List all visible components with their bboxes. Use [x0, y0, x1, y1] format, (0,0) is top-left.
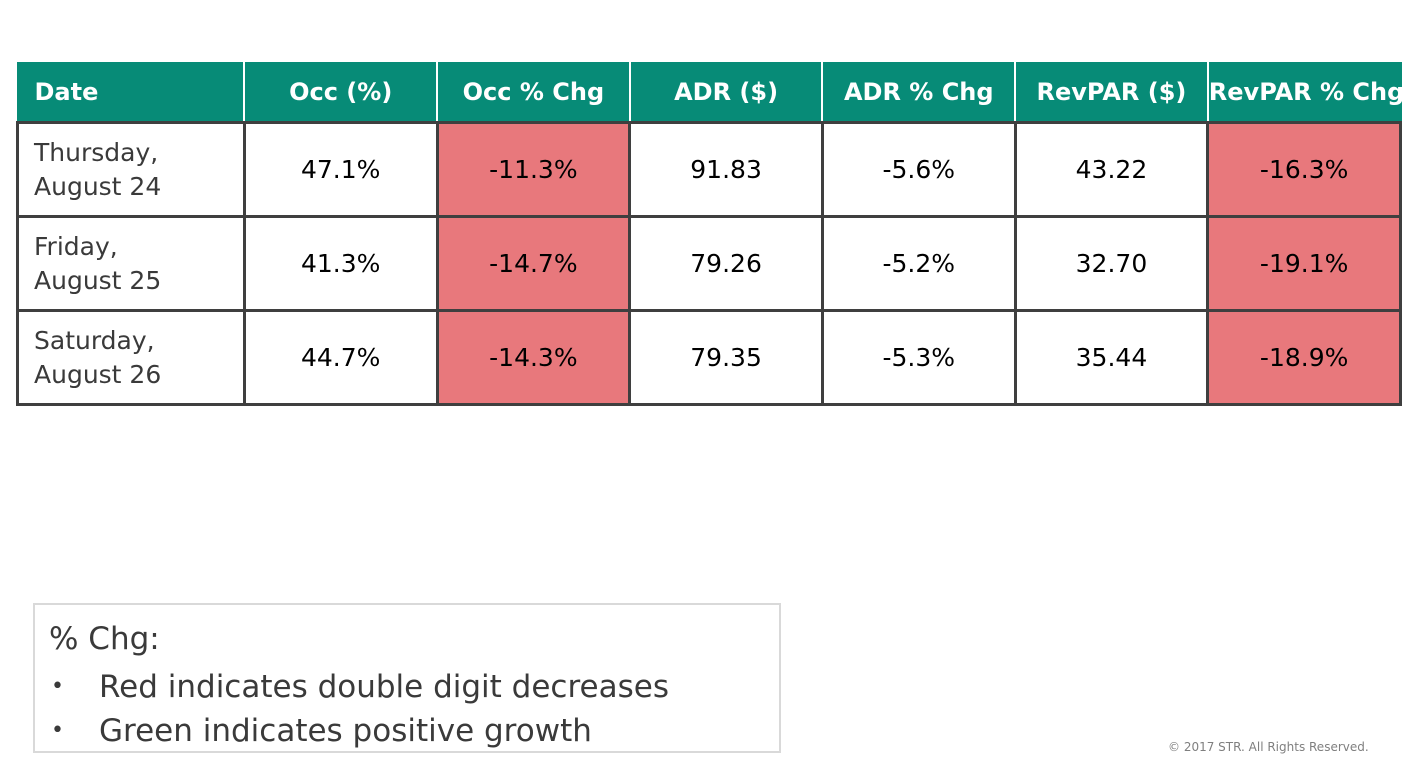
revpar-cell: 43.22 — [1013, 121, 1210, 218]
revpar-chg-cell: -18.9% — [1206, 309, 1402, 406]
weekday-text: Thursday, — [34, 137, 159, 167]
date-text: August 26 — [34, 359, 162, 389]
bullet-icon: • — [51, 674, 64, 699]
weekday-text: Friday, — [34, 231, 118, 261]
copyright-notice: © 2017 STR. All Rights Reserved. — [1168, 740, 1369, 754]
column-header-revpar-chg: RevPAR % Chg — [1206, 62, 1404, 123]
date-cell: Thursday, August 24 — [16, 121, 246, 218]
date-cell: Friday, August 25 — [16, 215, 246, 312]
date-text: August 25 — [34, 265, 162, 295]
legend-item: • Green indicates positive growth — [49, 709, 779, 753]
legend-item-text: Green indicates positive growth — [99, 713, 592, 749]
revpar-chg-cell: -16.3% — [1206, 121, 1402, 218]
table-row: Saturday, August 26 44.7% -14.3% 79.35 -… — [16, 309, 1402, 406]
adr-chg-cell: -5.6% — [820, 121, 1017, 218]
table-header-row: Date Occ (%) Occ % Chg ADR ($) ADR % Chg… — [16, 62, 1404, 123]
adr-chg-cell: -5.3% — [820, 309, 1017, 406]
column-header-revpar: RevPAR ($) — [1014, 62, 1209, 123]
adr-cell: 91.83 — [628, 121, 824, 218]
column-header-adr: ADR ($) — [628, 62, 824, 123]
occ-chg-cell: -14.7% — [435, 215, 632, 312]
adr-cell: 79.26 — [628, 215, 824, 312]
adr-cell: 79.35 — [628, 309, 824, 406]
column-header-occ-chg: Occ % Chg — [436, 62, 631, 123]
table-row: Friday, August 25 41.3% -14.7% 79.26 -5.… — [16, 215, 1402, 312]
revpar-chg-cell: -19.1% — [1206, 215, 1402, 312]
occ-cell: 41.3% — [242, 215, 439, 312]
legend-box: % Chg: • Red indicates double digit decr… — [33, 603, 781, 753]
column-header-occ: Occ (%) — [243, 62, 439, 123]
column-header-adr-chg: ADR % Chg — [821, 62, 1017, 123]
adr-chg-cell: -5.2% — [820, 215, 1017, 312]
revpar-cell: 35.44 — [1013, 309, 1210, 406]
legend-title: % Chg: — [49, 621, 160, 657]
occ-cell: 47.1% — [242, 121, 439, 218]
column-header-date: Date — [16, 62, 246, 123]
legend-item-text: Red indicates double digit decreases — [99, 669, 669, 705]
date-text: August 24 — [34, 171, 162, 201]
date-cell: Saturday, August 26 — [16, 309, 246, 406]
performance-table: Date Occ (%) Occ % Chg ADR ($) ADR % Chg… — [16, 62, 1404, 406]
legend-item: • Red indicates double digit decreases — [49, 665, 779, 709]
revpar-cell: 32.70 — [1013, 215, 1210, 312]
occ-cell: 44.7% — [242, 309, 439, 406]
weekday-text: Saturday, — [34, 325, 155, 355]
bullet-icon: • — [51, 718, 64, 743]
table-row: Thursday, August 24 47.1% -11.3% 91.83 -… — [16, 121, 1402, 218]
occ-chg-cell: -11.3% — [435, 121, 632, 218]
occ-chg-cell: -14.3% — [435, 309, 632, 406]
performance-table-container: Date Occ (%) Occ % Chg ADR ($) ADR % Chg… — [16, 62, 1404, 406]
